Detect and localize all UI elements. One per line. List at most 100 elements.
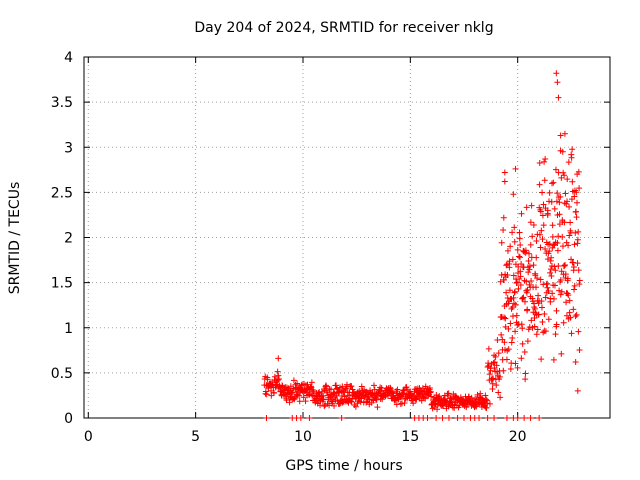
data-point [290, 377, 297, 384]
data-point [538, 356, 545, 363]
data-point [500, 367, 507, 374]
y-tick-label: 1.5 [51, 276, 73, 292]
data-point [509, 334, 516, 341]
data-point [308, 379, 315, 386]
data-point [300, 394, 307, 401]
data-point [542, 294, 549, 301]
data-point [509, 313, 516, 320]
data-point [389, 389, 396, 396]
y-tick-label: 3 [64, 140, 73, 156]
data-point [357, 398, 364, 405]
data-point [558, 268, 565, 275]
x-axis-label: GPS time / hours [285, 458, 402, 474]
data-point [363, 399, 370, 406]
data-point [526, 266, 533, 273]
x-tick-label: 10 [294, 429, 312, 445]
data-point [539, 189, 546, 196]
data-point [536, 231, 543, 238]
data-point [509, 304, 516, 311]
data-point [556, 287, 563, 294]
data-point [413, 396, 420, 403]
data-point [575, 328, 582, 335]
data-point [563, 312, 570, 319]
data-point [275, 372, 282, 379]
data-point [533, 238, 540, 245]
data-point [545, 287, 552, 294]
data-point [489, 380, 496, 387]
x-tick-label: 5 [191, 429, 200, 445]
data-point [274, 368, 281, 375]
data-point [394, 386, 401, 393]
data-point [263, 391, 270, 398]
data-point [549, 222, 556, 229]
data-point [553, 321, 560, 328]
data-point [483, 396, 490, 403]
data-point [293, 391, 300, 398]
data-point [547, 298, 554, 305]
data-point [522, 376, 529, 383]
data-point [549, 180, 556, 187]
data-point [524, 287, 531, 294]
data-point [559, 148, 566, 155]
data-point [516, 275, 523, 282]
data-point [331, 394, 338, 401]
data-point [501, 178, 508, 185]
data-point [523, 204, 530, 211]
data-point [547, 269, 554, 276]
data-point [530, 222, 537, 229]
data-point [551, 282, 558, 289]
data-point [348, 383, 355, 390]
data-point [565, 292, 572, 299]
data-point [484, 415, 491, 421]
data-point [320, 396, 327, 403]
data-point [333, 392, 340, 399]
y-tick-label: 2 [64, 231, 73, 247]
x-tick-label: 0 [84, 429, 93, 445]
data-point [528, 278, 535, 285]
data-point [440, 403, 447, 410]
data-point [534, 326, 541, 333]
data-point [571, 241, 578, 248]
data-point [507, 320, 514, 327]
data-point [501, 339, 508, 346]
data-point [531, 323, 538, 330]
data-point [558, 288, 565, 295]
data-point [490, 375, 497, 382]
data-point [544, 284, 551, 291]
data-point [572, 208, 579, 215]
data-point [501, 314, 508, 321]
data-point [289, 389, 296, 396]
data-point [538, 227, 545, 234]
data-point [576, 185, 583, 192]
data-point [349, 395, 356, 402]
data-point [558, 350, 565, 357]
data-point [336, 400, 343, 407]
data-point [556, 211, 563, 218]
data-point [445, 403, 452, 410]
data-point [521, 298, 528, 305]
data-point [517, 282, 524, 289]
data-point [533, 284, 540, 291]
y-tick-label: 0 [64, 411, 73, 427]
data-point [433, 415, 440, 421]
data-point [566, 203, 573, 210]
data-point [512, 301, 519, 308]
data-point [504, 247, 511, 254]
data-point [540, 201, 547, 208]
data-point [538, 298, 545, 305]
axis-ticks: 0 5 10 15 20 0 0.5 1 1.5 2 2.5 3 3.5 4 [51, 50, 610, 445]
data-point [484, 400, 491, 407]
data-point [286, 393, 293, 400]
data-point [498, 272, 505, 279]
data-point [532, 305, 539, 312]
data-point [331, 402, 338, 409]
data-point [445, 415, 452, 421]
data-point [321, 403, 328, 410]
data-point [573, 311, 580, 318]
data-point [509, 256, 516, 263]
data-point [290, 385, 297, 392]
data-point [552, 331, 559, 338]
data-point [571, 282, 578, 289]
data-point [508, 339, 515, 346]
